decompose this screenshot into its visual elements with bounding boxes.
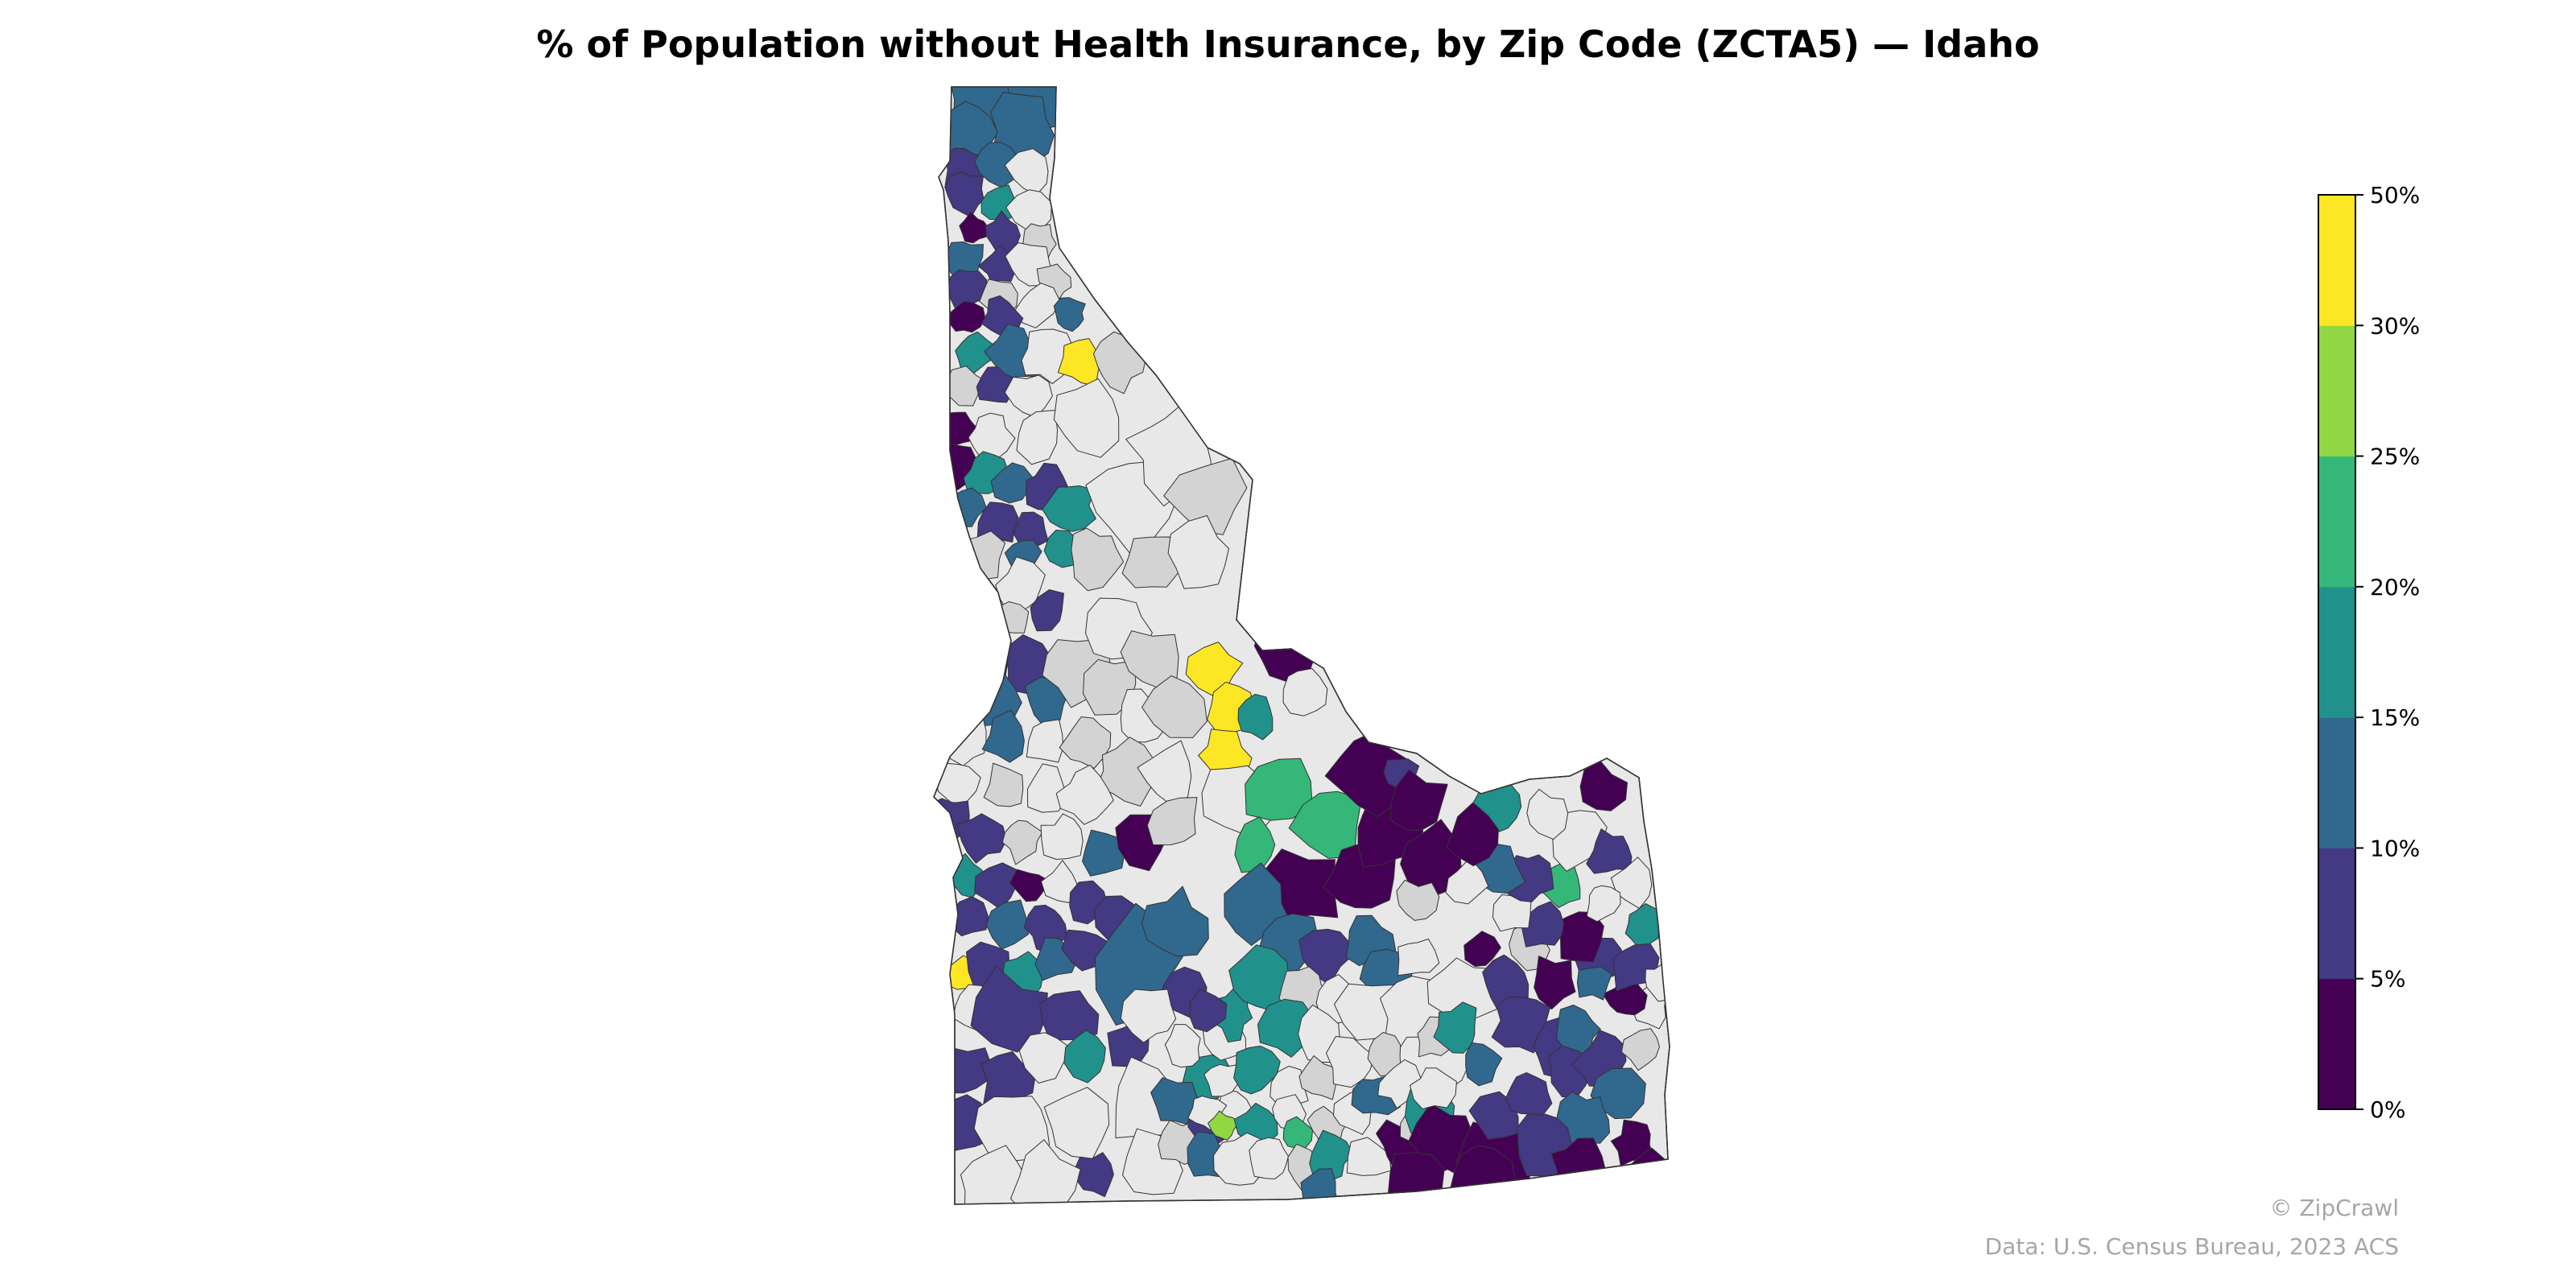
legend-label: 50% [2370, 182, 2420, 208]
zip-region [1282, 668, 1328, 716]
zip-region [1137, 740, 1192, 806]
zip-region [1282, 1116, 1313, 1149]
zip-region [1309, 1129, 1354, 1180]
zip-region [1004, 148, 1049, 196]
zip-region [959, 211, 989, 244]
legend-bin [2318, 325, 2355, 457]
zip-region [1590, 1067, 1646, 1120]
zip-region [1042, 485, 1096, 532]
zip-region [981, 709, 1025, 763]
zip-region [1026, 719, 1064, 763]
zip-region [1053, 378, 1120, 458]
zip-region [1208, 1110, 1240, 1141]
zip-region [968, 412, 1016, 462]
zip-region [1059, 716, 1112, 769]
zip-region [1551, 911, 1604, 963]
zip-region [1040, 813, 1084, 860]
zip-region [1082, 829, 1125, 877]
legend-bin [2318, 195, 2355, 326]
zip-region [1018, 1032, 1072, 1084]
zip-region [1579, 760, 1628, 811]
zip-region [1324, 733, 1407, 817]
zip-region [1249, 1137, 1289, 1179]
zip-region [1433, 1001, 1477, 1054]
zip-region [985, 210, 1021, 258]
zip-region [1009, 869, 1050, 902]
zip-region [1043, 1087, 1110, 1160]
legend-bin [2318, 848, 2355, 980]
zip-region [1010, 1139, 1081, 1204]
zip-region [942, 896, 989, 937]
credit-text: © ZipCrawl [2269, 1195, 2399, 1221]
zip-region [1053, 297, 1086, 332]
zip-region [1013, 283, 1061, 328]
zip-region [1298, 1055, 1342, 1100]
zip-region [1288, 791, 1363, 859]
zip-region [967, 630, 1009, 687]
zip-region [985, 899, 1029, 950]
zip-region [1445, 857, 1489, 905]
zip-region [955, 331, 995, 377]
zip-region [1446, 802, 1499, 867]
legend-label: 5% [2370, 966, 2405, 993]
legend-bin [2318, 586, 2355, 718]
zip-region [1397, 938, 1440, 976]
zip-region [1586, 885, 1621, 923]
zip-region [1237, 693, 1274, 741]
zip-region [1534, 956, 1576, 1010]
zip-region [1526, 788, 1569, 840]
zip-region [1141, 675, 1208, 738]
zip-region [1030, 589, 1064, 632]
zip-region [960, 530, 1005, 580]
zip-region [1367, 1032, 1402, 1077]
legend-label: 0% [2370, 1096, 2405, 1123]
zip-region [1141, 886, 1209, 957]
map-title: % of Population without Health Insurance… [536, 23, 2040, 66]
legend-bin [2318, 717, 2355, 848]
zip-region [1167, 515, 1229, 589]
legend-label: 25% [2370, 444, 2420, 470]
legend-label: 30% [2370, 312, 2420, 339]
zip-region [1164, 1024, 1201, 1068]
zip-region [1620, 1028, 1660, 1071]
zip-region [1555, 1005, 1601, 1056]
zip-region [1269, 1065, 1309, 1108]
zip-region [956, 813, 1007, 864]
zip-region [1556, 1091, 1610, 1146]
legend-label: 20% [2370, 574, 2420, 601]
zip-region [1233, 1045, 1281, 1095]
zip-region [1465, 1042, 1503, 1087]
zip-region [1396, 879, 1440, 921]
legend-label: 15% [2370, 704, 2420, 731]
legend-label: 10% [2370, 835, 2420, 861]
zip-region [1505, 1071, 1553, 1116]
zip-region [1576, 966, 1612, 1001]
zip-region [1120, 989, 1177, 1043]
source-text: Data: U.S. Census Bureau, 2023 ACS [1984, 1233, 2399, 1260]
zip-region [1389, 769, 1448, 832]
legend-bin [2318, 978, 2355, 1110]
zip-region [1387, 1152, 1445, 1204]
legend-bin [2318, 456, 2355, 588]
zip-region [1055, 764, 1114, 825]
zip-region [1096, 737, 1160, 807]
zip-region [1146, 797, 1198, 845]
zip-region [1410, 1067, 1457, 1110]
zip-region [1063, 1030, 1106, 1084]
legend-colorbar: 0% 5% 10% 15% 20% 25% 30% 50% [2318, 182, 2420, 1123]
zip-region [1071, 527, 1125, 592]
zip-region [1463, 931, 1501, 967]
zip-region [1610, 857, 1653, 909]
zip-region [983, 762, 1024, 807]
zip-region [1189, 989, 1228, 1033]
zip-region [1346, 1137, 1392, 1176]
